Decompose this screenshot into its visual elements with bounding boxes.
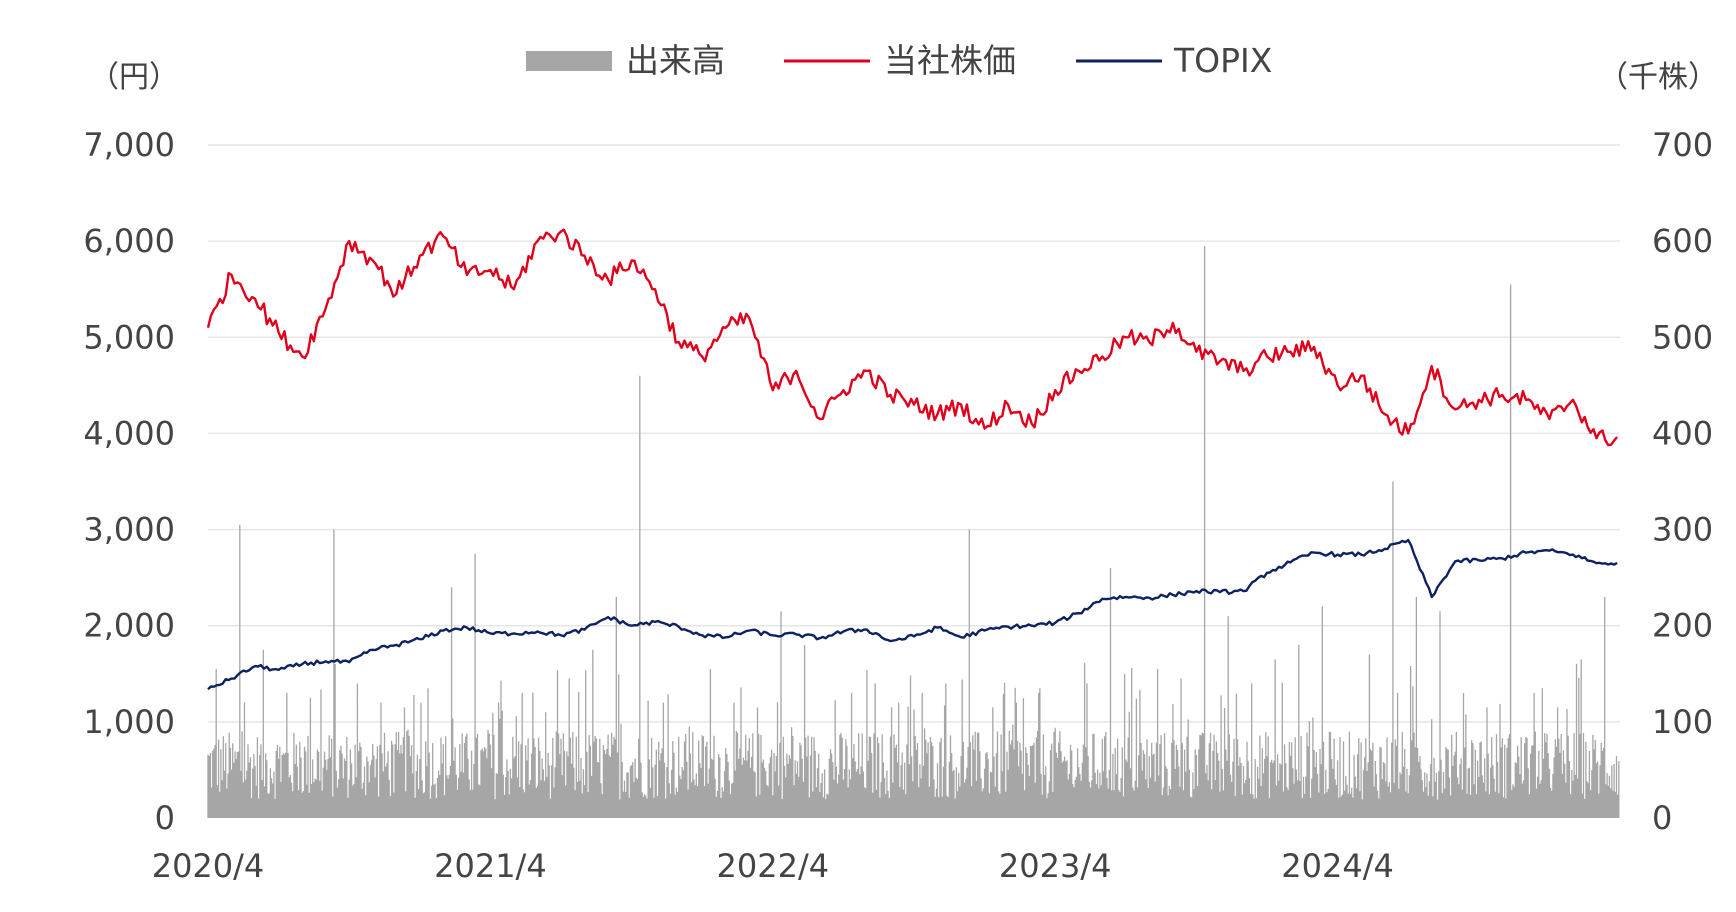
- left-axis-tick-label: 2,000: [83, 607, 175, 645]
- axes: （円） （千株） 0 1,000 2,000 3,000 4,000 5,000 6,000…: [83, 60, 1718, 885]
- x-axis-tick-label: 2024/4: [1281, 847, 1394, 885]
- gridlines: [208, 144, 1620, 723]
- left-axis-tick-label: 5,000: [83, 318, 175, 356]
- right-axis-unit-label: （千株）: [1598, 60, 1718, 95]
- legend: 出来高 当社株価 TOPIX: [526, 41, 1272, 80]
- right-axis-tick-label: 100: [1652, 703, 1713, 741]
- left-axis-tick-label: 1,000: [83, 703, 175, 741]
- left-axis-tick-label: 6,000: [83, 222, 175, 260]
- topix-line: [207, 538, 1618, 691]
- stock-price-line: [206, 228, 1619, 447]
- right-axis-tick-label: 400: [1652, 414, 1713, 452]
- right-axis-tick-label: 300: [1652, 511, 1713, 549]
- volume-bars-path: [207, 246, 1620, 818]
- left-axis-tick-label: 4,000: [83, 414, 175, 452]
- left-axis-unit-label: （円）: [89, 60, 179, 95]
- legend-topix-label: TOPIX: [1173, 41, 1272, 80]
- left-axis-tick-label: 0: [155, 799, 175, 837]
- x-axis-tick-label: 2020/4: [152, 847, 265, 885]
- right-axis-tick-label: 700: [1652, 126, 1713, 164]
- volume-bars: [207, 246, 1620, 818]
- right-axis-tick-label: 600: [1652, 222, 1713, 260]
- x-axis-tick-label: 2021/4: [434, 847, 547, 885]
- left-axis-tick-label: 3,000: [83, 511, 175, 549]
- left-axis-tick-label: 7,000: [83, 126, 175, 164]
- price-lines: [206, 228, 1619, 691]
- legend-volume-label: 出来高: [626, 41, 725, 80]
- x-axis-tick-label: 2022/4: [717, 847, 830, 885]
- right-axis-tick-label: 500: [1652, 318, 1713, 356]
- x-axis-tick-label: 2023/4: [999, 847, 1112, 885]
- right-axis-tick-label: 0: [1652, 799, 1672, 837]
- legend-stock-label: 当社株価: [884, 41, 1016, 80]
- legend-volume-swatch: [526, 51, 612, 71]
- right-axis-tick-label: 200: [1652, 607, 1713, 645]
